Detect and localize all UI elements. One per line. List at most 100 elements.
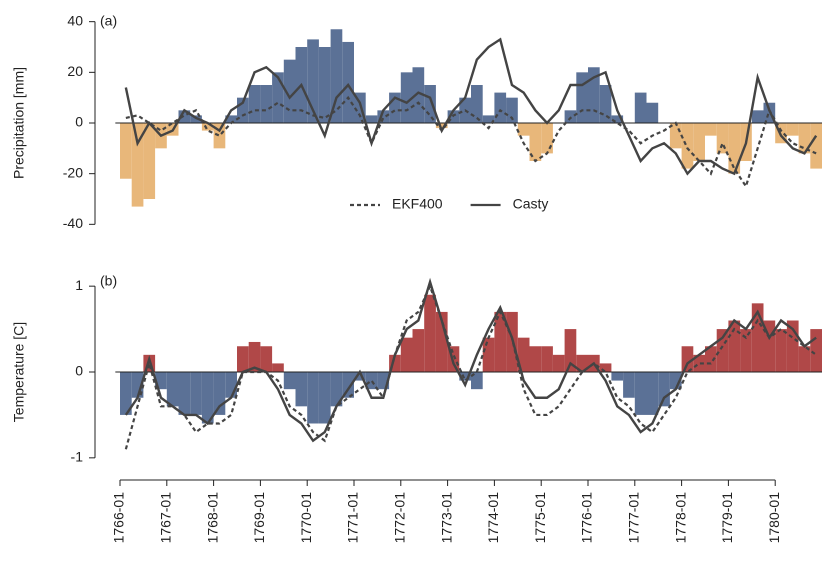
bar <box>365 115 378 123</box>
bar <box>412 329 425 372</box>
bar <box>693 354 705 372</box>
bar <box>541 123 553 154</box>
y-tick-label: -1 <box>71 449 84 465</box>
bar <box>330 29 343 124</box>
bar <box>295 372 308 407</box>
bar <box>459 372 471 381</box>
bar <box>248 341 261 372</box>
bar <box>482 337 495 372</box>
bar <box>190 372 202 415</box>
line-series <box>124 37 818 176</box>
bar <box>237 346 249 372</box>
y-tick-label: -20 <box>63 164 83 180</box>
bar <box>283 372 296 390</box>
bar <box>529 123 542 161</box>
bar <box>120 123 132 179</box>
x-tick-label: 1777-01 <box>626 492 642 544</box>
bar <box>611 115 624 123</box>
bar <box>623 372 635 398</box>
bar <box>260 85 273 123</box>
bar <box>143 123 156 199</box>
bar <box>272 72 284 123</box>
bar <box>131 123 144 207</box>
bar <box>471 372 483 390</box>
bar <box>131 372 144 398</box>
bar <box>763 320 776 372</box>
bar <box>751 303 764 372</box>
bar <box>705 346 717 372</box>
bar <box>400 72 413 123</box>
bar <box>634 92 647 123</box>
bar <box>494 311 507 372</box>
bar <box>307 39 319 123</box>
bar <box>786 123 799 136</box>
x-tick-label: 1778-01 <box>672 492 688 544</box>
bar <box>213 123 226 149</box>
y-axis-label: Precipitation [mm] <box>11 67 27 179</box>
bar <box>576 354 588 372</box>
x-tick-label: 1770-01 <box>298 492 314 544</box>
panel-label: (a) <box>100 13 117 29</box>
bar <box>143 354 156 372</box>
x-tick-label: 1776-01 <box>579 492 595 544</box>
bar <box>599 363 612 372</box>
bar <box>318 47 331 123</box>
bar <box>506 97 518 123</box>
line-series <box>124 283 817 450</box>
y-tick-label: 0 <box>75 363 83 379</box>
bar <box>155 372 167 390</box>
bar <box>541 346 553 372</box>
y-tick-label: 0 <box>75 114 83 130</box>
x-tick-label: 1775-01 <box>532 492 548 544</box>
bar <box>576 72 588 123</box>
x-tick-label: 1768-01 <box>204 492 220 544</box>
bar <box>201 372 214 424</box>
y-tick-label: -40 <box>63 215 83 231</box>
x-tick-label: 1773-01 <box>438 492 454 544</box>
bar <box>354 372 366 381</box>
bar <box>307 372 319 424</box>
bar <box>424 294 436 372</box>
bar <box>634 372 647 415</box>
bar <box>342 372 354 398</box>
bar <box>529 346 542 372</box>
y-axis-label: Temperature [C] <box>11 322 27 422</box>
bar <box>728 123 741 174</box>
bar <box>517 123 530 136</box>
x-tick-label: 1774-01 <box>485 492 501 544</box>
bar <box>693 123 705 161</box>
x-tick-label: 1769-01 <box>251 492 267 544</box>
bar <box>166 372 179 407</box>
bar <box>389 354 401 372</box>
bar <box>354 92 366 123</box>
line-series <box>124 277 817 443</box>
bar <box>798 346 811 372</box>
bar <box>494 92 507 123</box>
bar <box>225 372 237 398</box>
bar <box>810 329 822 372</box>
bar <box>365 372 378 390</box>
bar <box>400 337 413 372</box>
bar <box>120 372 132 415</box>
bar <box>599 85 612 123</box>
bar <box>377 110 390 123</box>
bar <box>178 110 191 123</box>
bar <box>669 123 682 149</box>
bar <box>471 85 483 123</box>
y-tick-label: 1 <box>75 277 83 293</box>
bar <box>260 346 273 372</box>
bar <box>178 372 191 415</box>
bar <box>412 67 425 123</box>
bar <box>517 337 530 372</box>
bar <box>798 123 811 154</box>
bar <box>272 363 284 372</box>
bar <box>424 85 436 123</box>
bar <box>681 123 694 169</box>
bar <box>716 123 729 154</box>
bar <box>389 92 401 123</box>
panel-label: (b) <box>100 273 117 289</box>
bar <box>318 372 331 424</box>
bar <box>248 85 261 123</box>
bar <box>611 372 624 381</box>
